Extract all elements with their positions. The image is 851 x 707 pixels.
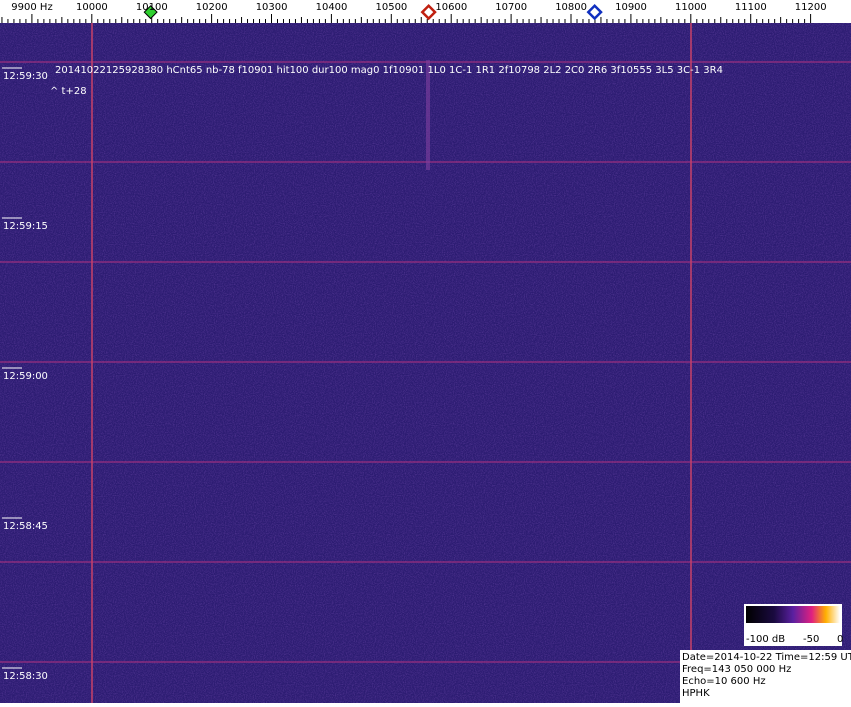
time-label: 12:59:30 xyxy=(3,71,48,82)
freq-label: 10400 xyxy=(316,2,348,13)
freq-label: 10100 xyxy=(136,2,168,13)
colorbar-label: -50 xyxy=(803,634,819,645)
annotation: 20141022125928380 hCnt65 nb-78 f10901 hi… xyxy=(55,65,723,76)
marker-red xyxy=(420,4,437,21)
colorbar-label: -100 dB xyxy=(746,634,785,645)
spectrogram-noise xyxy=(0,23,851,703)
freq-label: 11100 xyxy=(735,2,767,13)
info-line: HPHK xyxy=(682,688,710,699)
marker-blue xyxy=(586,4,603,21)
freq-label: 10200 xyxy=(196,2,228,13)
time-label: 12:58:45 xyxy=(3,521,48,532)
time-label: 12:59:15 xyxy=(3,221,48,232)
freq-label: 10000 xyxy=(76,2,108,13)
colorbar-label: 0 xyxy=(837,634,843,645)
info-line: Echo=10 600 Hz xyxy=(682,676,766,687)
freq-label: 11000 xyxy=(675,2,707,13)
freq-label: 10300 xyxy=(256,2,288,13)
freq-label: 9900 Hz xyxy=(11,2,52,13)
freq-label: 10800 xyxy=(555,2,587,13)
time-label: 12:59:00 xyxy=(3,371,48,382)
annotation: ^ t+28 xyxy=(50,86,87,97)
freq-label: 10600 xyxy=(435,2,467,13)
info-line: Freq=143 050 000 Hz xyxy=(682,664,791,675)
info-line: Date=2014-10-22 Time=12:59 UTC xyxy=(682,652,851,663)
freq-label: 10700 xyxy=(495,2,527,13)
marker-green xyxy=(143,5,158,20)
freq-label: 10500 xyxy=(375,2,407,13)
time-label: 12:58:30 xyxy=(3,671,48,682)
markers xyxy=(143,4,603,21)
info-box xyxy=(680,650,851,703)
freq-ticks xyxy=(1,14,812,23)
freq-label: 10900 xyxy=(615,2,647,13)
colorbar xyxy=(746,606,840,623)
freq-label: 11200 xyxy=(795,2,827,13)
